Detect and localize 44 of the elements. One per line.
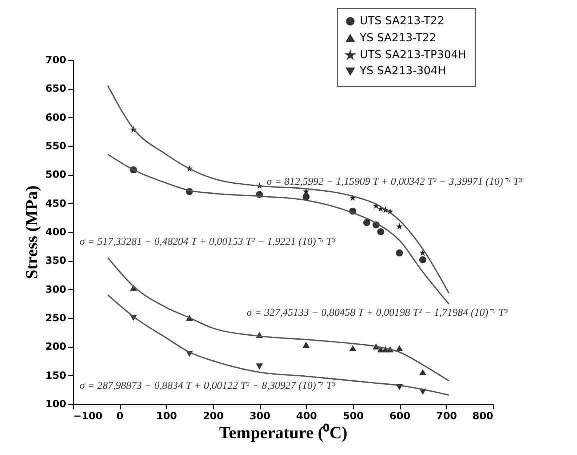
y-tick-label: 600: [46, 112, 67, 124]
y-axis-title: Stress (MPa): [22, 186, 42, 280]
x-tick-label: 400: [296, 412, 318, 422]
annotation: σ = 812,5992 − 1,15909 T + 0,00342 T² − 3,39971 (10)⁻⁶ T³: [267, 177, 524, 188]
legend-label: UTS SA213-TP304H: [360, 48, 467, 62]
y-tick-label: 350: [46, 256, 67, 268]
point: [302, 342, 310, 348]
x-tick-label: −100: [74, 412, 103, 422]
annotation: σ = 517,33281 − 0,48204 T + 0,00153 T² − 1,9221 (10)⁻⁶ T³: [80, 237, 336, 248]
point: [419, 256, 427, 264]
y-tick-label: 500: [46, 170, 67, 182]
legend-label: UTS SA213-T22: [360, 14, 445, 28]
annotation: σ = 327,45133 − 0,80458 T + 0,00198 T² − 1,71984 (10)⁻⁶ T³: [247, 308, 509, 319]
point: [396, 345, 404, 352]
y-tick-label: 200: [46, 342, 67, 354]
y-tick-label: 400: [46, 228, 67, 238]
x-tick-label: 200: [203, 412, 224, 422]
x-tick-label: 0: [116, 412, 124, 422]
point: [396, 250, 404, 257]
point: [363, 219, 371, 226]
legend-label: YS SA213-304H: [359, 64, 446, 78]
y-tick-label: 300: [46, 284, 67, 296]
point: [349, 345, 357, 352]
point: [377, 228, 385, 236]
y-tick-label: 550: [46, 142, 67, 152]
y-tick-label: 650: [46, 84, 67, 96]
y-tick-label: 450: [46, 198, 67, 210]
y-tick-label: 250: [46, 314, 67, 324]
x-tick-label: 700: [436, 412, 458, 422]
x-tick-label: 500: [343, 412, 364, 422]
x-tick-label: 100: [156, 412, 178, 422]
point: [256, 364, 264, 370]
point: [302, 194, 310, 201]
y-tick-label: 150: [46, 370, 67, 382]
point: [396, 223, 404, 230]
legend-label: YS SA213-T22: [359, 32, 437, 44]
x-axis-title: Temperature (⁰C): [219, 424, 348, 442]
y-tick-label: 100: [46, 400, 67, 410]
x-tick-label: 300: [250, 412, 271, 422]
point: [419, 369, 427, 376]
y-tick-label: 700: [46, 56, 67, 66]
x-tick-label: 600: [390, 412, 411, 422]
annotation: σ = 287,98873 − 0,8834 T + 0,00122 T² − 8,30927 (10)⁻⁷ T³: [80, 381, 336, 392]
x-tick-label: 800: [472, 412, 494, 422]
